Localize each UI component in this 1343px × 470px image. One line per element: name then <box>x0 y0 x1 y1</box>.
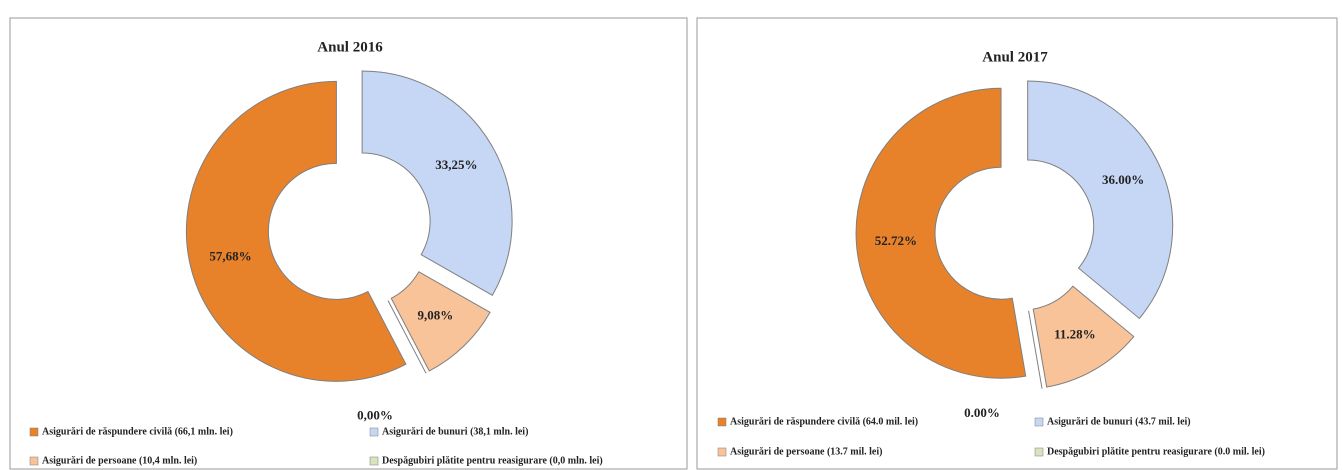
legend-swatch <box>29 427 39 437</box>
legend-swatch <box>717 447 727 457</box>
donut-slice <box>361 70 513 296</box>
data-label: 52.72% <box>875 233 917 248</box>
legend-swatch <box>369 427 379 437</box>
legend-swatch <box>29 456 39 466</box>
legend-swatch <box>1034 447 1044 457</box>
donut-slice <box>1032 285 1135 388</box>
data-label: 0.00% <box>964 405 1000 420</box>
legend-label: Despăgubiri plătite pentru reasigurare (… <box>1047 446 1265 457</box>
data-label: 0,00% <box>357 407 393 422</box>
data-label: 57,68% <box>209 248 251 263</box>
donut-slice <box>855 87 1027 379</box>
donut-slice <box>1028 310 1043 389</box>
legend-label: Asigurări de bunuri (38,1 mln. lei) <box>382 426 528 437</box>
legend-label: Asigurări de răspundere civilă (64.0 mil… <box>730 416 918 427</box>
donut-slice <box>390 271 491 372</box>
legend-label: Despăgubiri plătite pentru reasigurare (… <box>382 455 603 466</box>
data-label: 11.28% <box>1054 326 1096 341</box>
donut-slice <box>1027 80 1174 320</box>
legend-label: Asigurări de bunuri (43.7 mil. lei) <box>1047 416 1191 427</box>
chart-title: Anul 2017 <box>982 49 1048 65</box>
data-label: 9,08% <box>418 308 454 323</box>
panel <box>696 17 1338 470</box>
legend-swatch <box>1034 417 1044 427</box>
legend-label: Asigurări de persoane (10,4 mln. lei) <box>42 455 197 466</box>
legend-swatch <box>369 456 379 466</box>
data-label: 33,25% <box>435 157 477 172</box>
data-label: 36.00% <box>1102 172 1144 187</box>
legend-label: Asigurări de răspundere civilă (66,1 mln… <box>42 426 233 437</box>
legend-label: Asigurări de persoane (13.7 mil. lei) <box>730 446 882 457</box>
chart-title: Anul 2016 <box>317 39 383 55</box>
donut-slice <box>387 300 427 374</box>
legend-swatch <box>717 417 727 427</box>
panel <box>9 17 688 470</box>
donut-slice <box>185 80 407 382</box>
